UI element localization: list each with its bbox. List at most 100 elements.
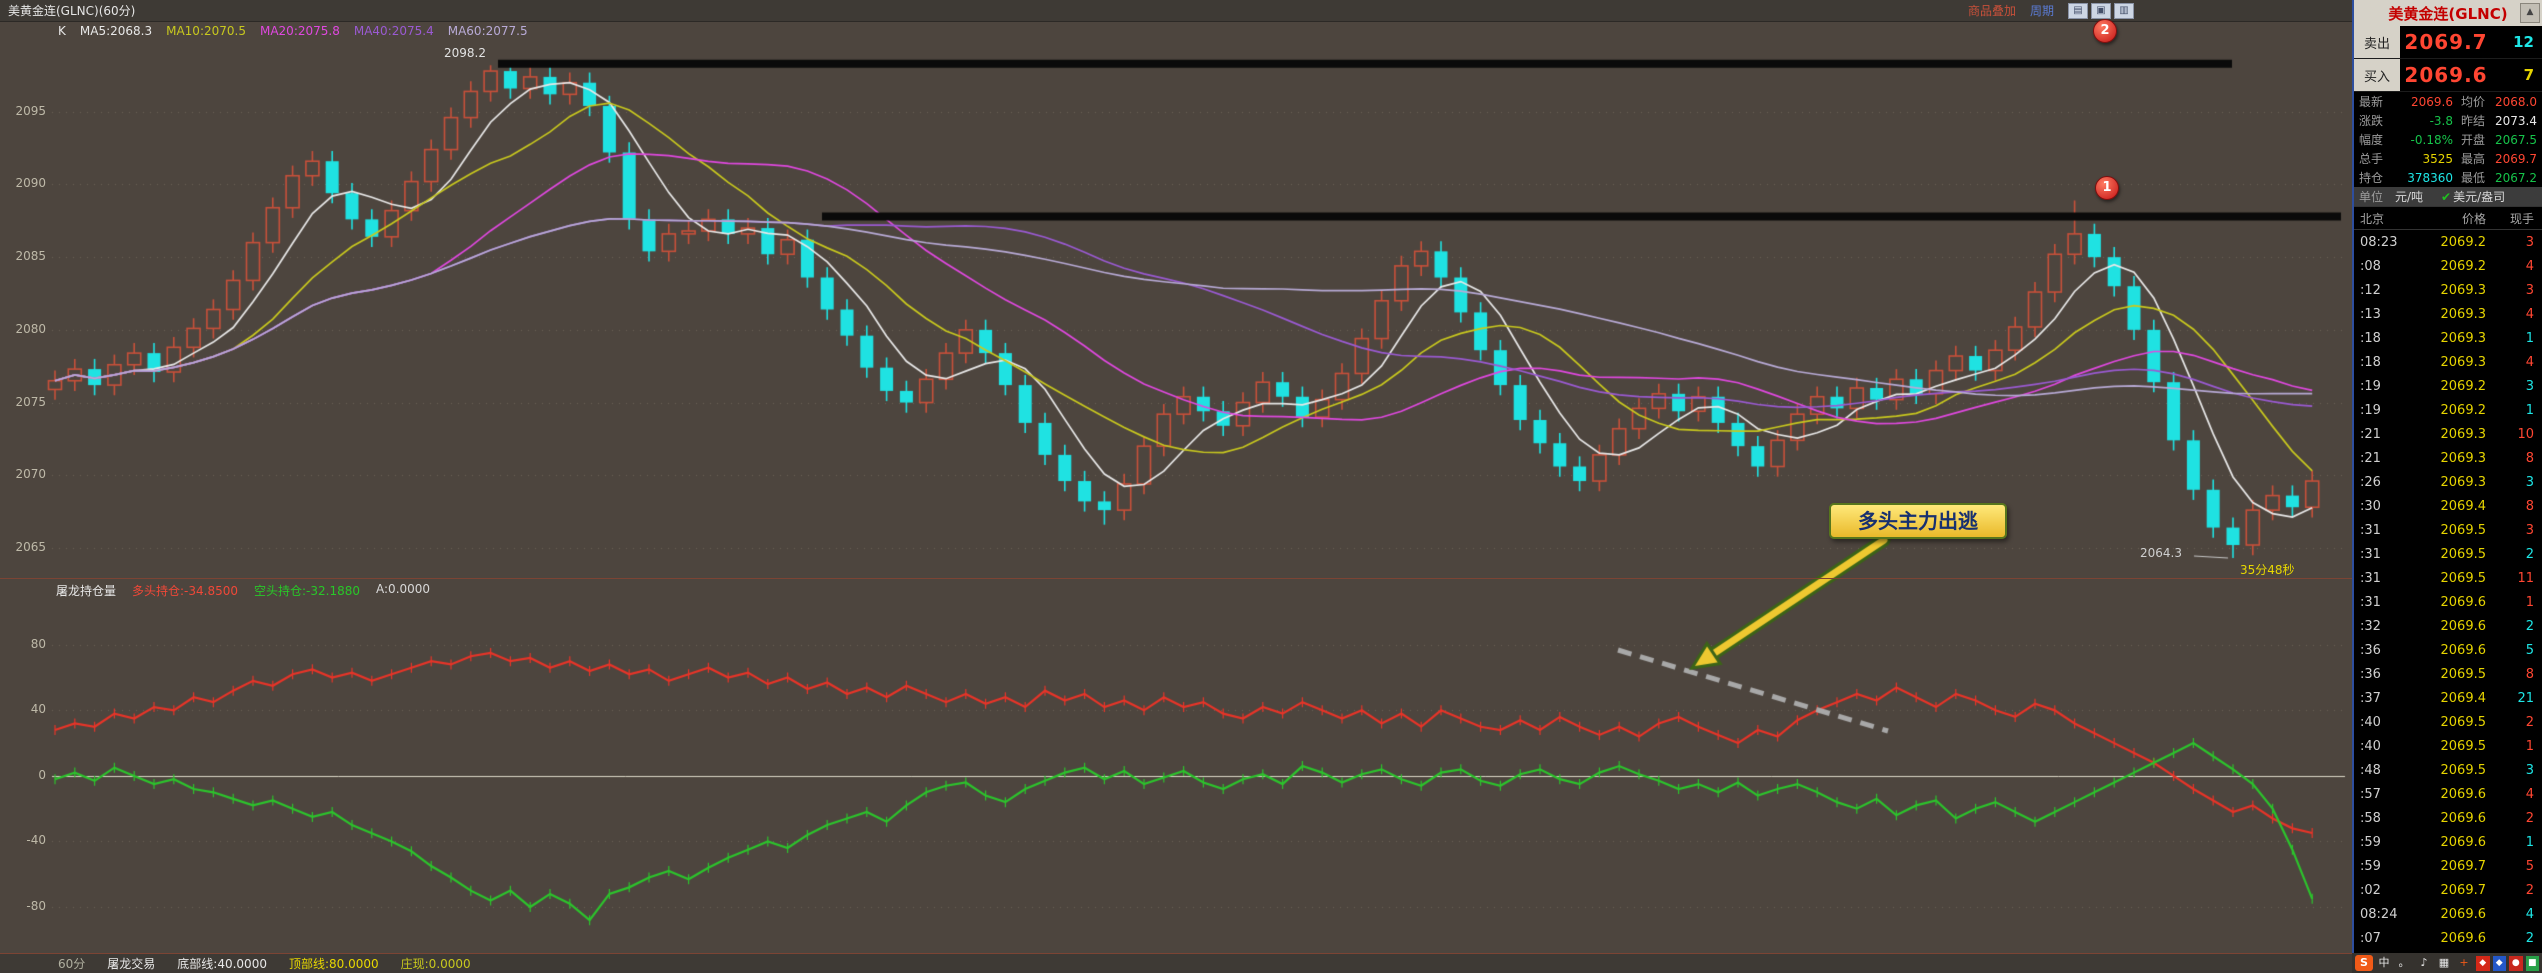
lang-mode-icon[interactable]: 中 (2378, 956, 2390, 969)
y-axis-label: 2090 (15, 176, 46, 191)
stat-label: 最低 (2461, 171, 2486, 185)
tick-time: :58 (2360, 810, 2381, 826)
stat-value: 2067.2 (2495, 170, 2537, 185)
bid-label: 买入 (2354, 59, 2400, 91)
stat-value: 2069.7 (2495, 151, 2537, 166)
tick-row[interactable]: :40 2069.5 1 (2354, 734, 2542, 758)
window-control-icon[interactable]: ▥ (2114, 2, 2134, 19)
ask-label: 卖出 (2354, 26, 2400, 58)
tick-row[interactable]: :31 2069.5 2 (2354, 542, 2542, 566)
tick-row[interactable]: :59 2069.6 1 (2354, 830, 2542, 854)
sogou-logo-icon[interactable]: S (2355, 955, 2373, 971)
tray-icon-3[interactable]: ● (2509, 955, 2523, 971)
overlay-button[interactable]: 商品叠加 (1967, 4, 2016, 18)
tick-volume: 1 (2525, 330, 2534, 346)
status-item: 顶部线:80.0000 (288, 957, 379, 971)
taskbar: S 中。 ♪ ▦ + ◆ ◆ ● ■ (2352, 953, 2542, 973)
tick-row[interactable]: :21 2069.3 8 (2354, 446, 2542, 470)
tick-time: :12 (2360, 282, 2381, 298)
tick-row[interactable]: :58 2069.6 2 (2354, 806, 2542, 830)
stat-value: -3.8 (2429, 113, 2453, 128)
tick-price: 2069.7 (2440, 858, 2487, 874)
peak-price-label: 2098.2 (444, 46, 486, 60)
tick-row[interactable]: :59 2069.7 5 (2354, 854, 2542, 878)
tick-volume: 8 (2525, 666, 2534, 682)
indicator-legend-item: 多头持仓:-34.8500 (132, 584, 239, 598)
tick-row[interactable]: :18 2069.3 4 (2354, 350, 2542, 374)
toolbox-icon[interactable]: + (2459, 956, 2469, 969)
tick-row[interactable]: :13 2069.3 4 (2354, 302, 2542, 326)
ask-price: 2069.7 (2404, 30, 2488, 54)
tick-time: :21 (2360, 426, 2381, 442)
tick-row[interactable]: :31 2069.5 3 (2354, 518, 2542, 542)
tick-row[interactable]: :02 2069.7 2 (2354, 878, 2542, 902)
tick-row[interactable]: :40 2069.5 2 (2354, 710, 2542, 734)
tick-price: 2069.5 (2440, 762, 2487, 778)
tick-time: :02 (2360, 882, 2381, 898)
tick-list-header: 北京 价格 现手 (2354, 206, 2542, 230)
tick-row[interactable]: :31 2069.5 11 (2354, 566, 2542, 590)
tick-row[interactable]: 08:24 2069.6 4 (2354, 902, 2542, 926)
tick-price: 2069.6 (2440, 594, 2487, 610)
unit-value: 元/吨 (2395, 190, 2424, 204)
stat-label: 最高 (2461, 152, 2486, 166)
tick-row[interactable]: :07 2069.6 2 (2354, 926, 2542, 950)
punctuation-icon[interactable]: 。 (2398, 956, 2410, 969)
tick-row[interactable]: :57 2069.6 4 (2354, 782, 2542, 806)
soft-keyboard-icon[interactable]: ▦ (2438, 956, 2450, 969)
status-item: 底部线:40.0000 (177, 957, 267, 971)
tick-price: 2069.3 (2440, 282, 2487, 298)
scroll-up-button[interactable]: ▲ (2520, 3, 2540, 23)
window-controls: ▤ ▣ ▥ (2068, 2, 2134, 19)
tick-row[interactable]: :37 2069.4 21 (2354, 686, 2542, 710)
ma-legend-item: MA20:2075.8 (259, 24, 340, 38)
indicator-name: 屠龙持仓量 (56, 584, 117, 598)
low-price-label: 2064.3 (2140, 546, 2182, 560)
tray-icon-4[interactable]: ■ (2525, 955, 2539, 971)
period-button[interactable]: 周期 (2029, 4, 2054, 18)
tick-row[interactable]: :12 2069.3 3 (2354, 278, 2542, 302)
stat-value: 2068.0 (2495, 94, 2537, 109)
tray-icon-2[interactable]: ◆ (2492, 955, 2506, 971)
tick-time: :07 (2360, 930, 2381, 946)
tick-volume: 2 (2525, 714, 2534, 730)
tick-row[interactable]: :36 2069.5 8 (2354, 662, 2542, 686)
tick-row[interactable]: :21 2069.3 10 (2354, 422, 2542, 446)
bid-row[interactable]: 买入 2069.6 7 (2354, 59, 2542, 92)
tick-row[interactable]: :30 2069.4 8 (2354, 494, 2542, 518)
stat-row: 幅度 -0.18% 开盘 2067.5 (2354, 130, 2542, 149)
tick-price: 2069.3 (2440, 474, 2487, 490)
tick-row[interactable]: :36 2069.6 5 (2354, 638, 2542, 662)
tick-row[interactable]: :32 2069.6 2 (2354, 614, 2542, 638)
chart-canvas[interactable] (0, 0, 2352, 973)
sub-y-axis-label: -80 (26, 899, 46, 914)
tick-row[interactable]: :19 2069.2 3 (2354, 374, 2542, 398)
bid-volume: 7 (2523, 66, 2534, 84)
ma-legend-items: MA5:2068.3 MA10:2070.5 MA20:2075.8 MA40:207… (80, 24, 528, 38)
tick-row[interactable]: :26 2069.3 3 (2354, 470, 2542, 494)
tick-volume: 4 (2525, 906, 2534, 922)
tick-row[interactable]: :18 2069.3 1 (2354, 326, 2542, 350)
window-control-icon[interactable]: ▣ (2091, 2, 2111, 19)
resistance-badge-1: 1 (2095, 176, 2119, 200)
tick-row[interactable]: :19 2069.2 1 (2354, 398, 2542, 422)
tick-row[interactable]: :31 2069.6 1 (2354, 590, 2542, 614)
status-item: 屠龙交易 (107, 957, 156, 971)
tick-volume: 3 (2525, 234, 2534, 250)
tick-time: :37 (2360, 690, 2381, 706)
stat-row: 最新 2069.6 均价 2068.0 (2354, 92, 2542, 111)
tick-time: :48 (2360, 762, 2381, 778)
tick-price: 2069.6 (2440, 810, 2487, 826)
tick-row[interactable]: 08:23 2069.2 3 (2354, 230, 2542, 254)
tick-row[interactable]: :48 2069.5 3 (2354, 758, 2542, 782)
resistance-badge-2: 2 (2093, 19, 2117, 43)
window-control-icon[interactable]: ▤ (2068, 2, 2088, 19)
tray-icon-1[interactable]: ◆ (2476, 955, 2490, 971)
ask-row[interactable]: 卖出 2069.7 12 (2354, 26, 2542, 59)
tick-row[interactable]: :08 2069.2 4 (2354, 254, 2542, 278)
speaker-icon[interactable]: ♪ (2420, 956, 2428, 969)
tick-volume: 10 (2517, 426, 2534, 442)
unit-check-label[interactable]: 美元/盎司 (2453, 190, 2506, 204)
tick-price: 2069.7 (2440, 882, 2487, 898)
